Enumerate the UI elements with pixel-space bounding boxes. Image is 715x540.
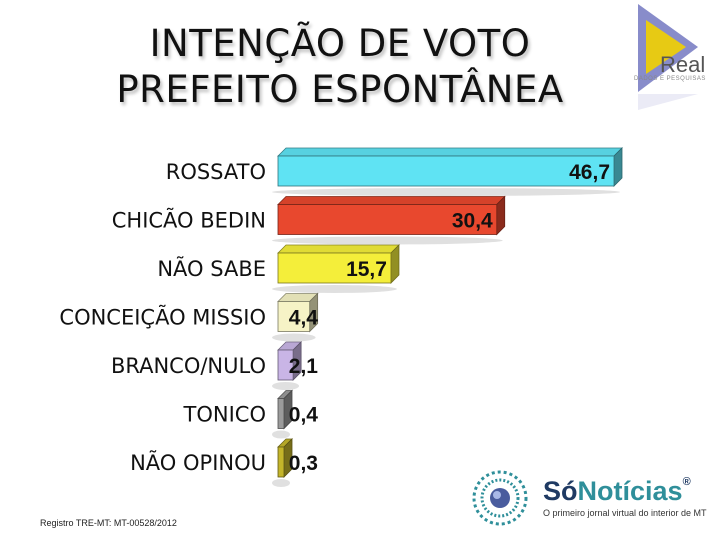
- bar-shadow: [272, 285, 397, 293]
- page-title-line2: PREFEITO ESPONTÂNEA: [116, 68, 564, 111]
- real-logo-subtitle: DADOS E PESQUISAS: [634, 76, 706, 82]
- bar-top-face: [277, 196, 506, 205]
- category-label: TONICO: [183, 403, 266, 427]
- real-logo-name: Real: [660, 52, 706, 77]
- real-logo-icon: [638, 4, 698, 110]
- category-label: CHICÃO BEDIN: [112, 207, 266, 233]
- bar-shadow: [272, 479, 290, 487]
- category-label: CONCEIÇÃO MISSIO: [59, 304, 266, 330]
- bar-top-face: [277, 147, 623, 157]
- value-label: 0,3: [289, 452, 318, 475]
- bar: [277, 446, 285, 478]
- category-label: BRANCO/NULO: [111, 354, 266, 378]
- sonoticias-logo-icon: [472, 470, 528, 526]
- category-label: NÃO SABE: [157, 255, 266, 281]
- category-label: ROSSATO: [166, 160, 266, 184]
- sonoticias-brand: SóNotícias®: [543, 476, 691, 507]
- brand-part2: Notícias: [577, 476, 683, 506]
- value-label: 30,4: [452, 210, 493, 233]
- value-label: 15,7: [346, 258, 387, 281]
- registro-text: Registro TRE-MT: MT-00528/2012: [40, 518, 177, 528]
- bar: [277, 398, 285, 429]
- page-title-line1: INTENÇÃO DE VOTO: [149, 22, 531, 65]
- value-label: 2,1: [289, 355, 319, 378]
- value-label: 46,7: [569, 161, 610, 184]
- bar: [277, 301, 311, 332]
- sonoticias-tagline: O primeiro jornal virtual do interior de…: [543, 508, 707, 518]
- brand-part1: Só: [543, 476, 578, 506]
- bar-shadow: [272, 333, 316, 342]
- bar: [277, 204, 498, 235]
- value-label: 4,4: [289, 307, 319, 330]
- value-label: 0,4: [289, 404, 319, 427]
- bar-top-face: [277, 244, 400, 254]
- bar: [277, 155, 615, 187]
- bar-shadow: [272, 236, 503, 245]
- brand-registered-mark: ®: [682, 476, 691, 488]
- bar: [277, 349, 294, 381]
- bar-shadow: [272, 430, 290, 439]
- bar: [277, 252, 392, 284]
- bar-shadow: [272, 188, 620, 196]
- category-label: NÃO OPINOU: [130, 449, 266, 475]
- bar-shadow: [272, 382, 300, 390]
